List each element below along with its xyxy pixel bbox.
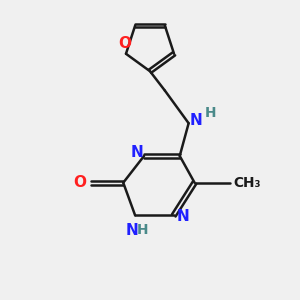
Text: N: N	[130, 146, 143, 160]
Text: N: N	[190, 113, 203, 128]
Text: CH₃: CH₃	[233, 176, 261, 190]
Text: O: O	[118, 36, 131, 51]
Text: N: N	[177, 209, 190, 224]
Text: O: O	[73, 175, 86, 190]
Text: N: N	[126, 223, 139, 238]
Text: H: H	[205, 106, 217, 120]
Text: H: H	[137, 223, 148, 237]
